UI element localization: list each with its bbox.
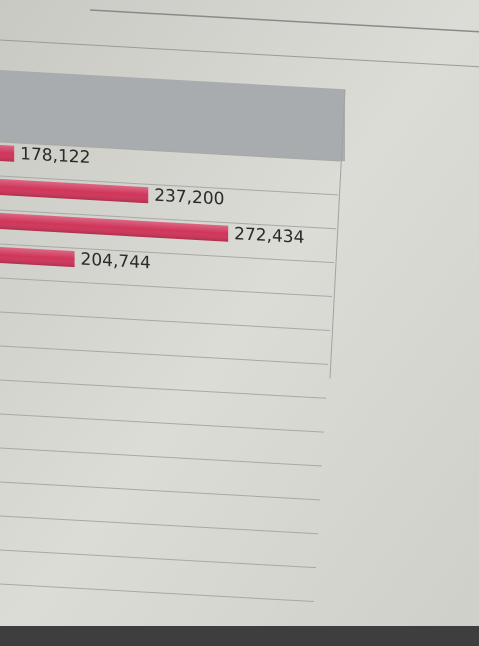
value-label: 237,200: [154, 186, 224, 210]
value-label: 178,122: [20, 144, 90, 168]
value-label: 204,744: [81, 250, 151, 274]
chart: 178,122 237,200 272,434 204,744: [0, 0, 479, 646]
bar-shade: [0, 144, 14, 161]
value-label: 272,434: [234, 224, 304, 248]
screen-bezel: [0, 626, 479, 646]
page: 178,122237,200272,434204,744 (() => { co…: [0, 0, 479, 646]
